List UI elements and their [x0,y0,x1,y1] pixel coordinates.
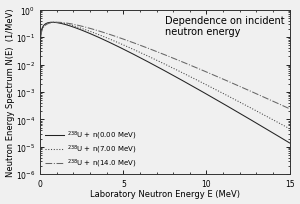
$^{238}$U + n(7.00 MeV) [145,55,148,58]
$^{238}$U + n(7.00 MeV) [67,24,70,27]
$^{238}$U + n(0.00 MeV) [134,55,138,58]
Legend: $^{238}$U + n(0.00 MeV), $^{238}$U + n(7.00 MeV), $^{238}$U + n(14.0 MeV): $^{238}$U + n(0.00 MeV), $^{238}$U + n(7… [44,128,138,171]
$^{238}$U + n(7.00 MeV) [288,128,291,130]
$^{238}$U + n(14.0 MeV) [55,22,58,24]
$^{238}$U + n(7.00 MeV) [283,125,286,128]
$^{238}$U + n(7.00 MeV) [82,29,85,31]
$^{238}$U + n(7.00 MeV) [256,111,260,113]
Y-axis label: Neutron Energy Spectrum N(E)  (1/MeV): Neutron Energy Spectrum N(E) (1/MeV) [6,9,15,176]
$^{238}$U + n(14.0 MeV) [145,47,148,50]
Text: Dependence on incident
neutron energy: Dependence on incident neutron energy [165,16,285,37]
$^{238}$U + n(0.00 MeV) [145,61,148,63]
$^{238}$U + n(0.00 MeV) [67,25,70,28]
$^{238}$U + n(7.00 MeV) [134,50,138,52]
$^{238}$U + n(0.00 MeV) [38,55,42,58]
$^{238}$U + n(14.0 MeV) [38,57,42,60]
$^{238}$U + n(0.00 MeV) [82,30,85,33]
$^{238}$U + n(14.0 MeV) [134,43,138,46]
$^{238}$U + n(7.00 MeV) [38,56,42,58]
$^{238}$U + n(0.00 MeV) [288,142,291,144]
Line: $^{238}$U + n(7.00 MeV): $^{238}$U + n(7.00 MeV) [40,23,290,129]
X-axis label: Laboratory Neutron Energy E (MeV): Laboratory Neutron Energy E (MeV) [90,190,240,198]
$^{238}$U + n(14.0 MeV) [288,108,291,110]
Line: $^{238}$U + n(14.0 MeV): $^{238}$U + n(14.0 MeV) [40,23,290,109]
Line: $^{238}$U + n(0.00 MeV): $^{238}$U + n(0.00 MeV) [40,23,290,143]
$^{238}$U + n(14.0 MeV) [82,26,85,29]
$^{238}$U + n(0.00 MeV) [50,22,54,24]
$^{238}$U + n(14.0 MeV) [283,106,286,108]
$^{238}$U + n(0.00 MeV) [283,139,286,142]
$^{238}$U + n(7.00 MeV) [52,22,56,24]
$^{238}$U + n(0.00 MeV) [256,123,260,126]
$^{238}$U + n(14.0 MeV) [67,23,70,26]
$^{238}$U + n(14.0 MeV) [256,94,260,96]
